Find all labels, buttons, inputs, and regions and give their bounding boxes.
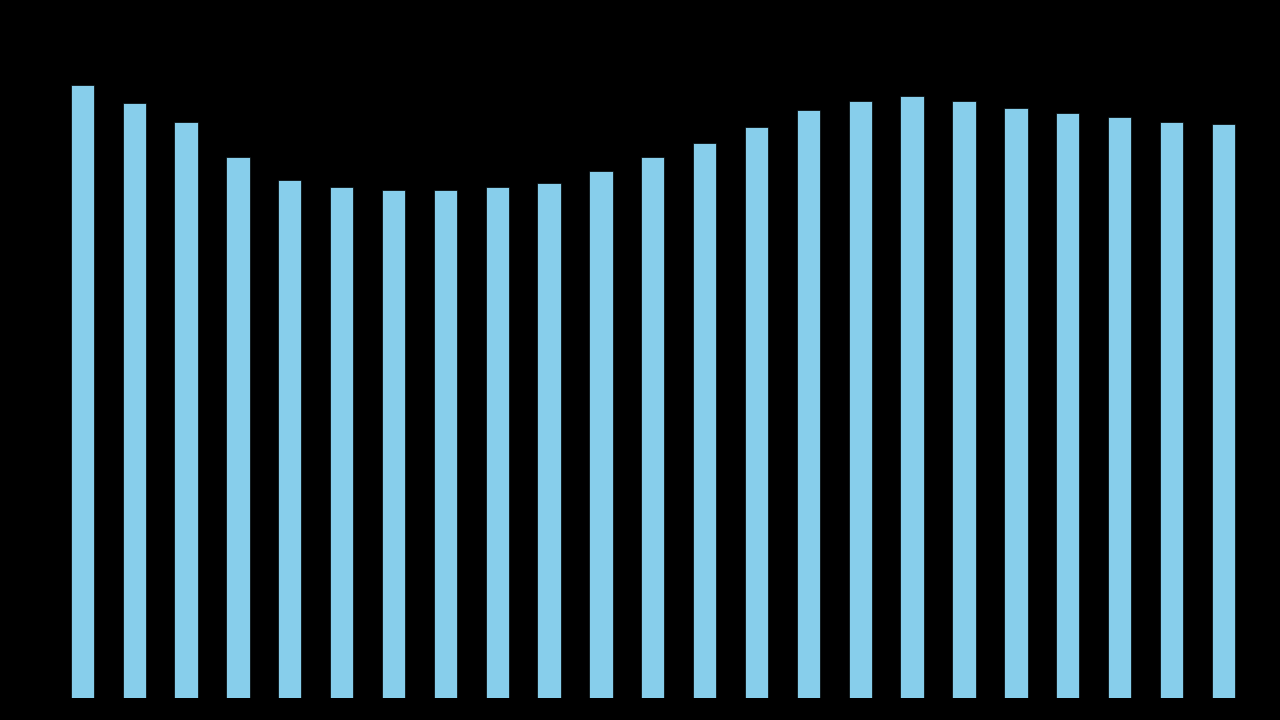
Bar	[952, 101, 975, 698]
Bar	[1160, 122, 1183, 698]
Bar	[1108, 117, 1132, 698]
Bar	[1005, 108, 1028, 698]
Bar	[70, 85, 93, 698]
Bar	[692, 143, 717, 698]
Bar	[278, 180, 301, 698]
Bar	[900, 96, 924, 698]
Bar	[745, 127, 768, 698]
Bar	[1056, 112, 1079, 698]
Bar	[849, 101, 872, 698]
Bar	[434, 189, 457, 698]
Bar	[796, 110, 820, 698]
Bar	[123, 103, 146, 698]
Bar	[485, 187, 509, 698]
Bar	[381, 189, 406, 698]
Bar	[1212, 125, 1235, 698]
Bar	[227, 157, 250, 698]
Bar	[641, 157, 664, 698]
Bar	[174, 122, 197, 698]
Bar	[589, 171, 613, 698]
Bar	[538, 183, 561, 698]
Bar	[330, 187, 353, 698]
